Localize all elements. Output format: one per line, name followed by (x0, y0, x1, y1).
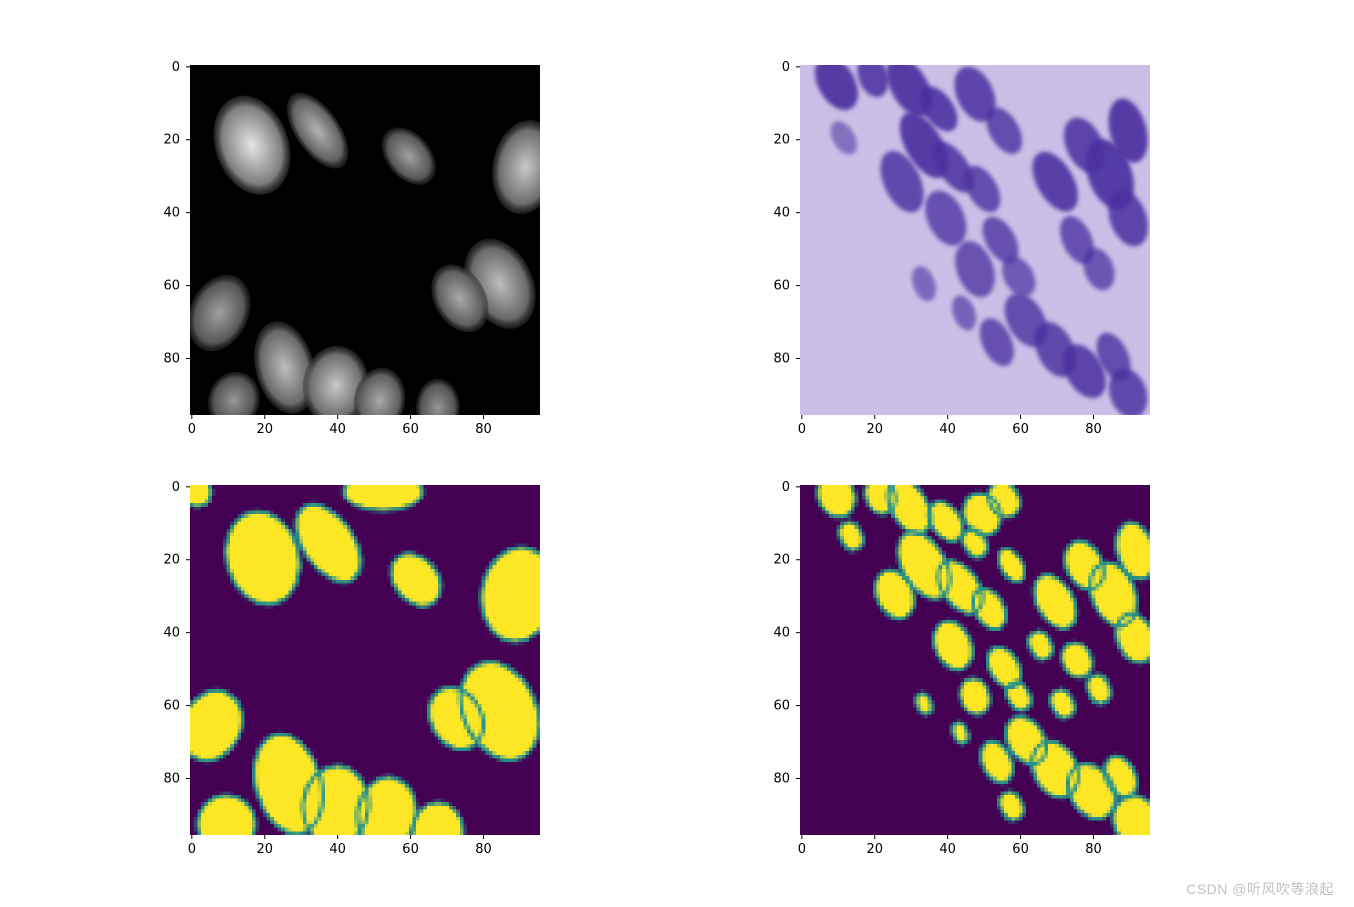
svg-text:40: 40 (773, 206, 790, 221)
svg-text:20: 20 (256, 842, 273, 857)
svg-text:60: 60 (1012, 842, 1029, 857)
svg-text:0: 0 (188, 842, 196, 857)
subplot-mask-b: 0 20 40 60 80 0 20 40 60 80 (750, 480, 1160, 870)
svg-text:60: 60 (163, 279, 180, 294)
svg-text:80: 80 (773, 771, 790, 786)
svg-text:40: 40 (939, 422, 956, 437)
svg-text:40: 40 (329, 842, 346, 857)
svg-text:80: 80 (773, 351, 790, 366)
svg-text:80: 80 (1085, 422, 1102, 437)
svg-text:80: 80 (475, 842, 492, 857)
svg-text:60: 60 (402, 842, 419, 857)
plot-svg: 0 20 40 60 80 0 20 40 60 80 (140, 480, 570, 870)
subplot-gray-cells: 0 20 40 60 80 0 20 40 60 80 (140, 60, 550, 450)
svg-text:20: 20 (163, 553, 180, 568)
svg-text:80: 80 (163, 351, 180, 366)
svg-text:0: 0 (798, 422, 806, 437)
svg-text:0: 0 (172, 60, 180, 75)
plot-svg: 0 20 40 60 80 0 20 40 60 80 (140, 60, 570, 450)
svg-text:40: 40 (163, 206, 180, 221)
svg-text:80: 80 (163, 771, 180, 786)
watermark-text: CSDN @听风吹等浪起 (1186, 879, 1334, 899)
svg-text:20: 20 (866, 842, 883, 857)
svg-text:60: 60 (1012, 422, 1029, 437)
svg-text:60: 60 (773, 699, 790, 714)
plot-svg: 0 20 40 60 80 0 20 40 60 80 (750, 60, 1180, 450)
svg-text:40: 40 (163, 626, 180, 641)
svg-text:40: 40 (329, 422, 346, 437)
svg-text:0: 0 (172, 480, 180, 495)
svg-text:40: 40 (939, 842, 956, 857)
svg-text:60: 60 (402, 422, 419, 437)
svg-text:0: 0 (188, 422, 196, 437)
svg-text:0: 0 (782, 480, 790, 495)
subplot-mask-a: 0 20 40 60 80 0 20 40 60 80 (140, 480, 550, 870)
svg-text:20: 20 (163, 133, 180, 148)
svg-text:60: 60 (773, 279, 790, 294)
svg-text:20: 20 (773, 133, 790, 148)
svg-text:20: 20 (256, 422, 273, 437)
svg-text:20: 20 (866, 422, 883, 437)
svg-text:60: 60 (163, 699, 180, 714)
svg-text:20: 20 (773, 553, 790, 568)
svg-text:0: 0 (782, 60, 790, 75)
figure: 0 20 40 60 80 0 20 40 60 80 0 20 40 60 80 0 20 40 60 80 0 2… (80, 40, 1280, 880)
svg-text:80: 80 (1085, 842, 1102, 857)
subplot-he-stain: 0 20 40 60 80 0 20 40 60 80 (750, 60, 1160, 450)
svg-text:0: 0 (798, 842, 806, 857)
svg-text:40: 40 (773, 626, 790, 641)
svg-text:80: 80 (475, 422, 492, 437)
plot-svg: 0 20 40 60 80 0 20 40 60 80 (750, 480, 1180, 870)
